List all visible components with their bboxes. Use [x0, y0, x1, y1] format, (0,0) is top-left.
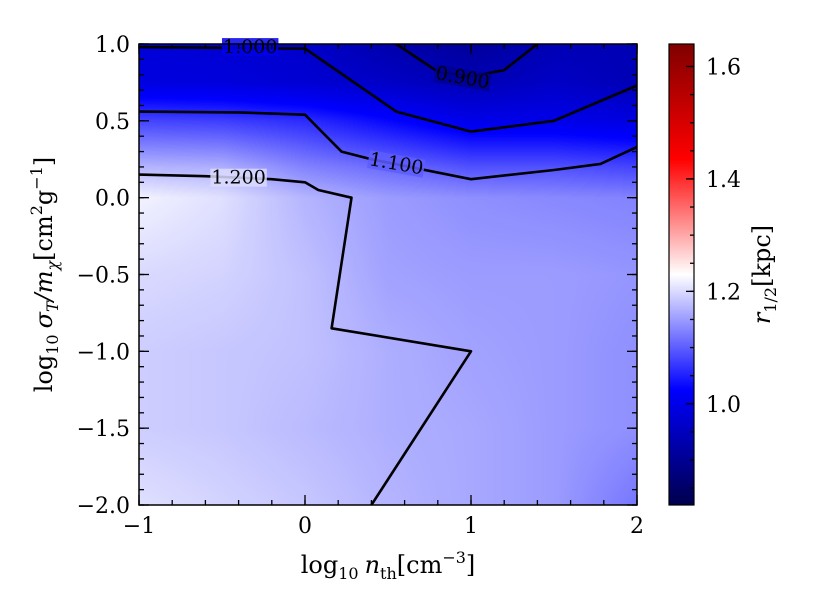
- colorbar-tick-label: 1.0: [706, 393, 741, 418]
- y-tick-label: 0.5: [95, 110, 130, 135]
- y-axis-label: log10σT/mχ[cm2g−1]: [27, 157, 62, 393]
- y-tick-label: −1.0: [77, 340, 130, 365]
- colorbar-label: r1/2[kpc]: [748, 225, 780, 324]
- contour-label-2: 1.000: [223, 36, 277, 58]
- contour-label-0: 1.200: [211, 167, 265, 189]
- y-tick-label: −2.0: [77, 494, 130, 519]
- colorbar-tick-label: 1.2: [706, 280, 741, 305]
- contour-label-bg-0: [210, 168, 267, 187]
- y-tick-label: 0.0: [95, 187, 130, 212]
- x-axis: −1 0 1 2: [123, 44, 644, 539]
- x-tick-label: 0: [298, 514, 312, 539]
- contour-label-bg-1: [366, 150, 426, 178]
- y-tick-label: −1.5: [77, 417, 130, 442]
- contour-label-bg-3: [433, 64, 493, 92]
- y-tick-label: 1.0: [95, 33, 130, 58]
- x-tick-label: 2: [630, 514, 644, 539]
- x-tick-label: −1: [123, 514, 155, 539]
- contour-label-bg-2: [221, 38, 279, 57]
- x-axis-label: log10 nth[cm−3]: [301, 548, 476, 583]
- colorbar-ticks: 1.0 1.2 1.4 1.6: [686, 55, 741, 489]
- y-tick-label: −0.5: [77, 264, 130, 289]
- colorbar: [668, 43, 695, 506]
- colorbar-tick-label: 1.4: [706, 168, 741, 193]
- colorbar-tick-label: 1.6: [706, 55, 741, 80]
- x-tick-label: 1: [464, 514, 478, 539]
- y-axis: −2.0 −1.5 −1.0 −0.5 0.0 0.5 1.0: [77, 33, 637, 519]
